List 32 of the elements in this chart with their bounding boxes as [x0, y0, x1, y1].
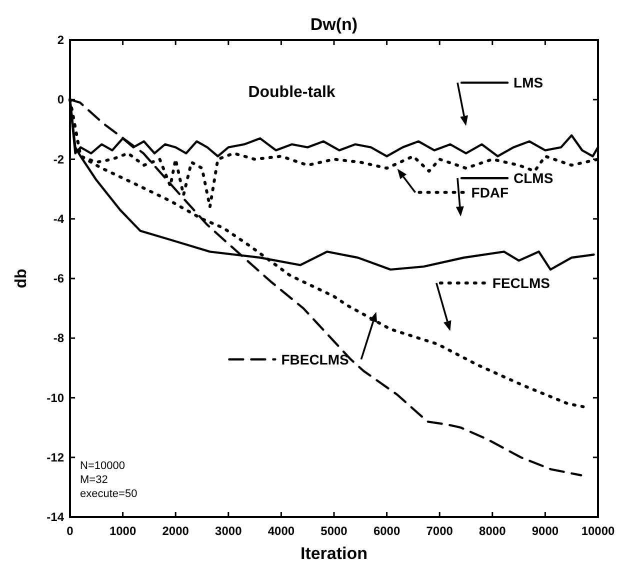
legend-label: FECLMS: [492, 275, 550, 292]
x-tick-label: 1000: [109, 524, 136, 538]
x-tick-label: 9000: [532, 524, 559, 538]
x-tick-label: 0: [66, 524, 74, 538]
y-tick-label: -8: [53, 331, 64, 346]
y-tick-label: -2: [53, 152, 64, 166]
y-tick-label: 0: [57, 92, 64, 107]
x-tick-label: 5000: [320, 524, 348, 538]
y-tick-label: 2: [57, 33, 64, 47]
legend-label: FDAF: [471, 184, 510, 200]
annotation: M=32: [80, 474, 108, 486]
y-tick-label: -10: [46, 390, 64, 405]
y-axis-title: db: [13, 268, 30, 288]
x-tick-label: 10000: [581, 524, 616, 538]
x-tick-label: 8000: [479, 524, 506, 538]
x-tick-label: 2000: [162, 524, 190, 538]
annotation: N=10000: [80, 460, 125, 472]
y-tick-label: -14: [46, 510, 64, 524]
y-tick-label: -4: [53, 212, 64, 226]
legend-label: FBECLMS: [281, 351, 349, 368]
chart-title: Dw(n): [310, 15, 358, 34]
x-tick-label: 7000: [426, 524, 454, 538]
legend-label: LMS: [514, 74, 544, 91]
annotation: Double-talk: [248, 84, 336, 102]
y-tick-label: -12: [46, 450, 64, 464]
x-tick-label: 3000: [215, 524, 242, 538]
x-axis-title: Iteration: [300, 544, 368, 563]
y-tick-label: -6: [53, 272, 64, 286]
x-tick-label: 4000: [268, 524, 295, 538]
x-tick-label: 6000: [373, 524, 400, 538]
legend-label: CLMS: [514, 170, 554, 186]
annotation: execute=50: [80, 488, 138, 500]
